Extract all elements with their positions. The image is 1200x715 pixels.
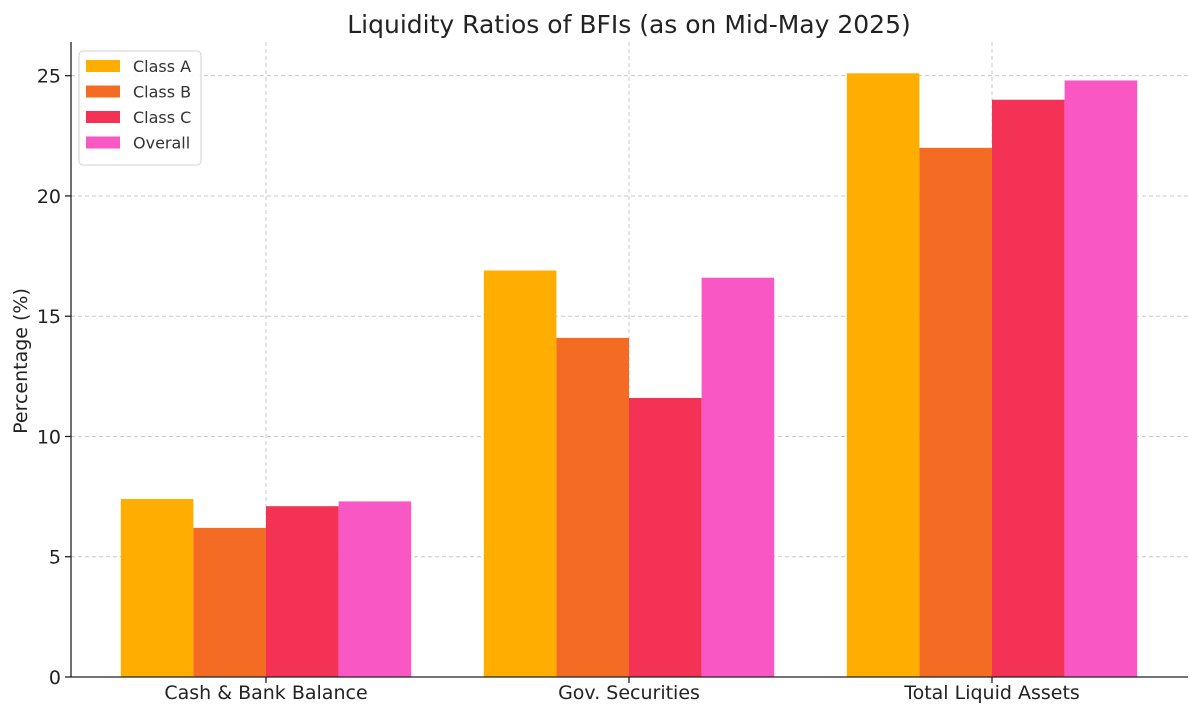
y-tick-label: 10 (37, 426, 61, 448)
legend-swatch (86, 60, 120, 72)
bar-class-b-2 (556, 337, 629, 677)
x-tick-label: Total Liquid Assets (903, 682, 1080, 704)
legend-swatch (86, 111, 120, 123)
y-tick-label: 0 (49, 667, 61, 689)
legend-label: Overall (133, 134, 190, 153)
bar-overall-1 (338, 501, 412, 677)
bar-class-c-3 (992, 99, 1065, 677)
legend-label: Class C (133, 108, 191, 127)
y-tick-label: 5 (49, 547, 61, 569)
bar-class-a-1 (120, 499, 194, 677)
y-tick-label: 15 (37, 306, 61, 328)
chart-title: Liquidity Ratios of BFIs (as on Mid-May … (347, 10, 911, 39)
x-tick-label: Cash & Bank Balance (164, 682, 367, 704)
bar-class-b-1 (193, 527, 266, 677)
legend-swatch (86, 85, 120, 98)
y-tick-label: 25 (37, 66, 61, 88)
bar-class-a-2 (483, 270, 557, 677)
legend-label: Class A (133, 57, 191, 76)
y-axis-label: Percentage (%) (10, 288, 32, 434)
legend: Class A Class B Class C Overall (78, 50, 202, 166)
y-tick-label: 20 (37, 186, 61, 208)
bar-class-c-1 (266, 506, 339, 677)
bar-overall-2 (701, 277, 775, 677)
legend-label: Class B (133, 83, 191, 102)
tick-labels: 0 5 10 15 20 25 Cash & Bank Balance Gov. Securi… (37, 66, 1080, 704)
x-tick-label: Gov. Securities (558, 682, 700, 704)
bar-class-a-3 (846, 73, 920, 678)
bar-overall-3 (1064, 80, 1138, 677)
legend-swatch (86, 136, 120, 149)
bars (120, 73, 1138, 678)
bar-class-b-3 (919, 147, 992, 678)
bar-class-c-2 (629, 397, 702, 677)
